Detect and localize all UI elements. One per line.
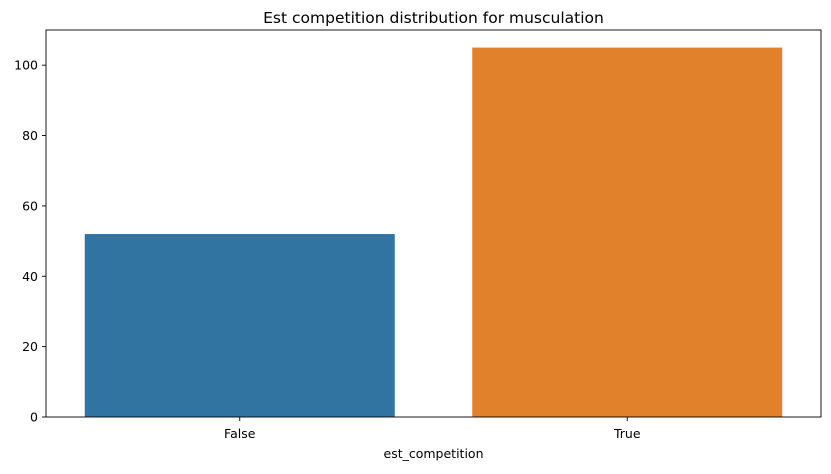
y-tick-label: 60	[22, 198, 38, 213]
bar-true	[472, 47, 783, 417]
bar-false	[84, 234, 395, 417]
x-axis: False True	[224, 417, 641, 441]
y-axis: 0 20 40 60 80 100	[14, 58, 46, 425]
x-tick-label: False	[224, 426, 256, 441]
bars-layer	[84, 47, 783, 417]
y-tick-label: 40	[22, 269, 38, 284]
x-axis-label: est_competition	[384, 446, 484, 461]
plot-frame	[45, 29, 822, 418]
y-tick-label: 20	[22, 339, 38, 354]
y-tick-label: 100	[14, 58, 38, 73]
chart-title: Est competition distribution for muscula…	[263, 9, 604, 27]
y-tick-label: 80	[22, 128, 38, 143]
y-tick-label: 0	[30, 410, 38, 425]
x-tick-label: True	[613, 426, 641, 441]
